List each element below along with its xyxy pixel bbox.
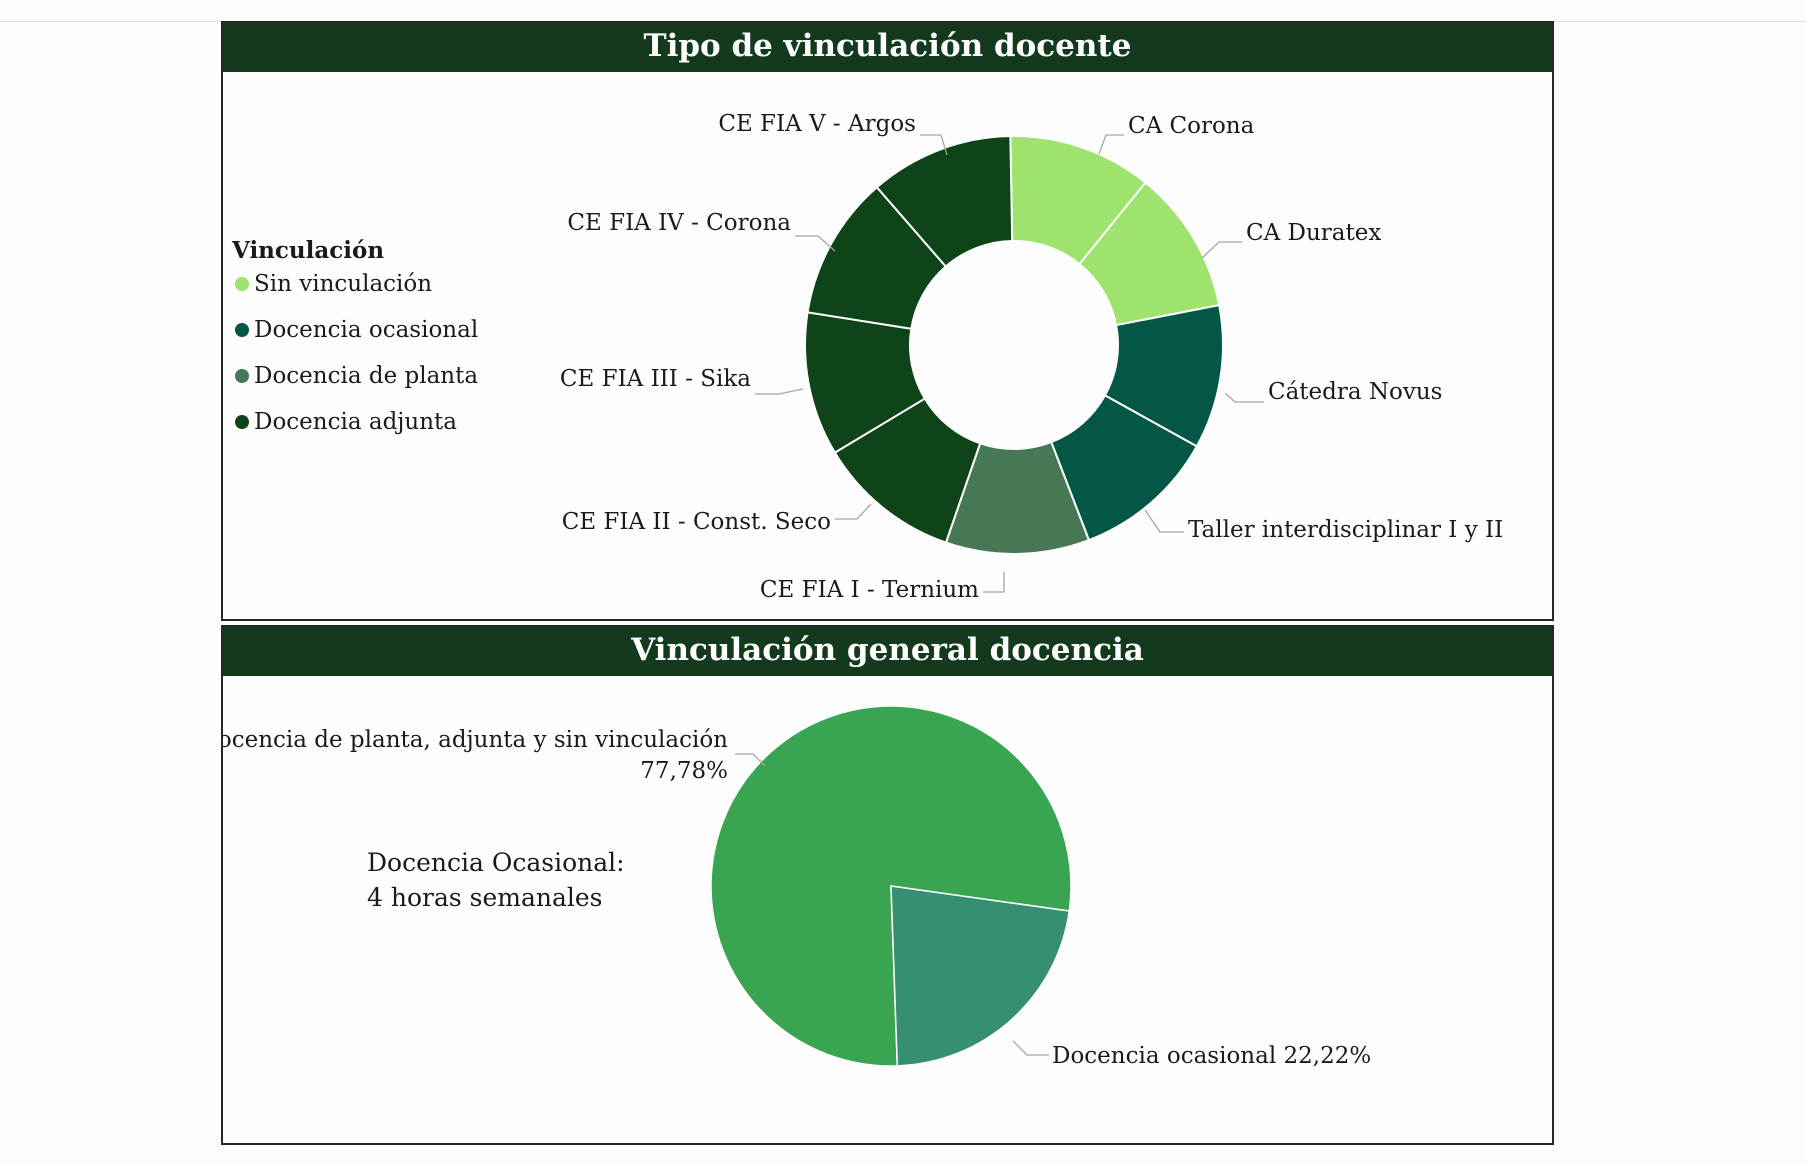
donut-label-taller-interdisciplinar-i-y-ii: Taller interdisciplinar I y II — [1188, 517, 1503, 543]
legend-label: Docencia de planta — [254, 363, 478, 389]
donut-leader-line — [1098, 134, 1124, 155]
pie-leader-line — [735, 753, 766, 767]
donut-chart-title: Tipo de vinculación docente — [223, 23, 1552, 72]
legend-item-docencia-adjunta: Docencia adjunta — [235, 409, 457, 435]
pie-chart-title: Vinculación general docencia — [223, 627, 1552, 676]
donut-leader-line — [795, 235, 836, 252]
pie-slices — [710, 705, 1072, 1067]
donut-leader-line — [983, 572, 1005, 593]
pie-chart-body: Docencia de planta, adjunta y sin vincul… — [199, 676, 1552, 1143]
donut-chart: Vinculación Sin vinculación Docencia ocas… — [231, 111, 1503, 603]
donut-chart-body: Vinculación Sin vinculación Docencia ocas… — [223, 72, 1552, 619]
donut-label-ce-fia-iv-corona: CE FIA IV - Corona — [567, 210, 791, 236]
annotation-line-1: Docencia Ocasional: — [367, 848, 625, 877]
pie-chart-panel: Vinculación general docencia Docencia de… — [199, 625, 1554, 1145]
legend-marker — [235, 415, 249, 429]
donut-label-ca-duratex: CA Duratex — [1246, 220, 1381, 246]
donut-slices — [804, 135, 1224, 555]
legend-marker — [235, 277, 249, 291]
donut-leader-line — [1224, 392, 1264, 403]
legend-marker — [235, 369, 249, 383]
donut-label-ce-fia-ii-const-seco: CE FIA II - Const. Seco — [562, 509, 831, 535]
donut-label-ce-fia-i-ternium: CE FIA I - Ternium — [760, 577, 979, 603]
pie-chart: Docencia de planta, adjunta y sin vincul… — [199, 705, 1371, 1069]
pie-label-docencia-ocasional: Docencia ocasional 22,22% — [1052, 1043, 1371, 1069]
pie-label-docencia-de-planta-adjunta-y-sin-vinculacion: Docencia de planta, adjunta y sin vincul… — [223, 727, 728, 753]
legend-label: Sin vinculación — [254, 271, 432, 297]
pie-leader-line — [1012, 1040, 1049, 1056]
annotation-line-2: 4 horas semanales — [367, 883, 603, 912]
legend-item-docencia-de-planta: Docencia de planta — [235, 363, 478, 389]
donut-leader-line — [755, 388, 804, 395]
legend-label: Docencia ocasional — [254, 317, 478, 343]
donut-slice-ce-fia-v-argos — [875, 135, 1014, 268]
donut-chart-panel: Tipo de vinculación docente Vinculación … — [221, 21, 1554, 621]
pie-slice-docencia-ocasional — [890, 885, 1071, 1067]
donut-label-ce-fia-iii-sika: CE FIA III - Sika — [560, 366, 751, 392]
legend-item-sin-vinculacion: Sin vinculación — [235, 271, 432, 297]
pie-annotation: Docencia Ocasional: 4 horas semanales — [367, 848, 625, 912]
legend-marker — [235, 323, 249, 337]
pie-labels: Docencia de planta, adjunta y sin vincul… — [199, 727, 1371, 1069]
donut-leader-line — [1201, 241, 1242, 259]
donut-leader-line — [1144, 509, 1184, 533]
donut-label-catedra-novus: Cátedra Novus — [1268, 379, 1443, 405]
legend-label: Docencia adjunta — [254, 409, 457, 435]
donut-leader-line — [920, 134, 948, 156]
donut-leader-line — [835, 503, 872, 520]
pie-value-label: 77,78% — [640, 758, 728, 784]
legend: Vinculación Sin vinculación Docencia ocas… — [231, 237, 478, 435]
donut-label-ca-corona: CA Corona — [1128, 113, 1255, 139]
top-rule — [0, 0, 1806, 22]
legend-title: Vinculación — [231, 237, 384, 264]
donut-label-ce-fia-v-argos: CE FIA V - Argos — [718, 111, 916, 137]
donut-labels: CA Corona CA Duratex Cátedra Novus Taller i… — [560, 111, 1503, 603]
legend-item-docencia-ocasional: Docencia ocasional — [235, 317, 478, 343]
